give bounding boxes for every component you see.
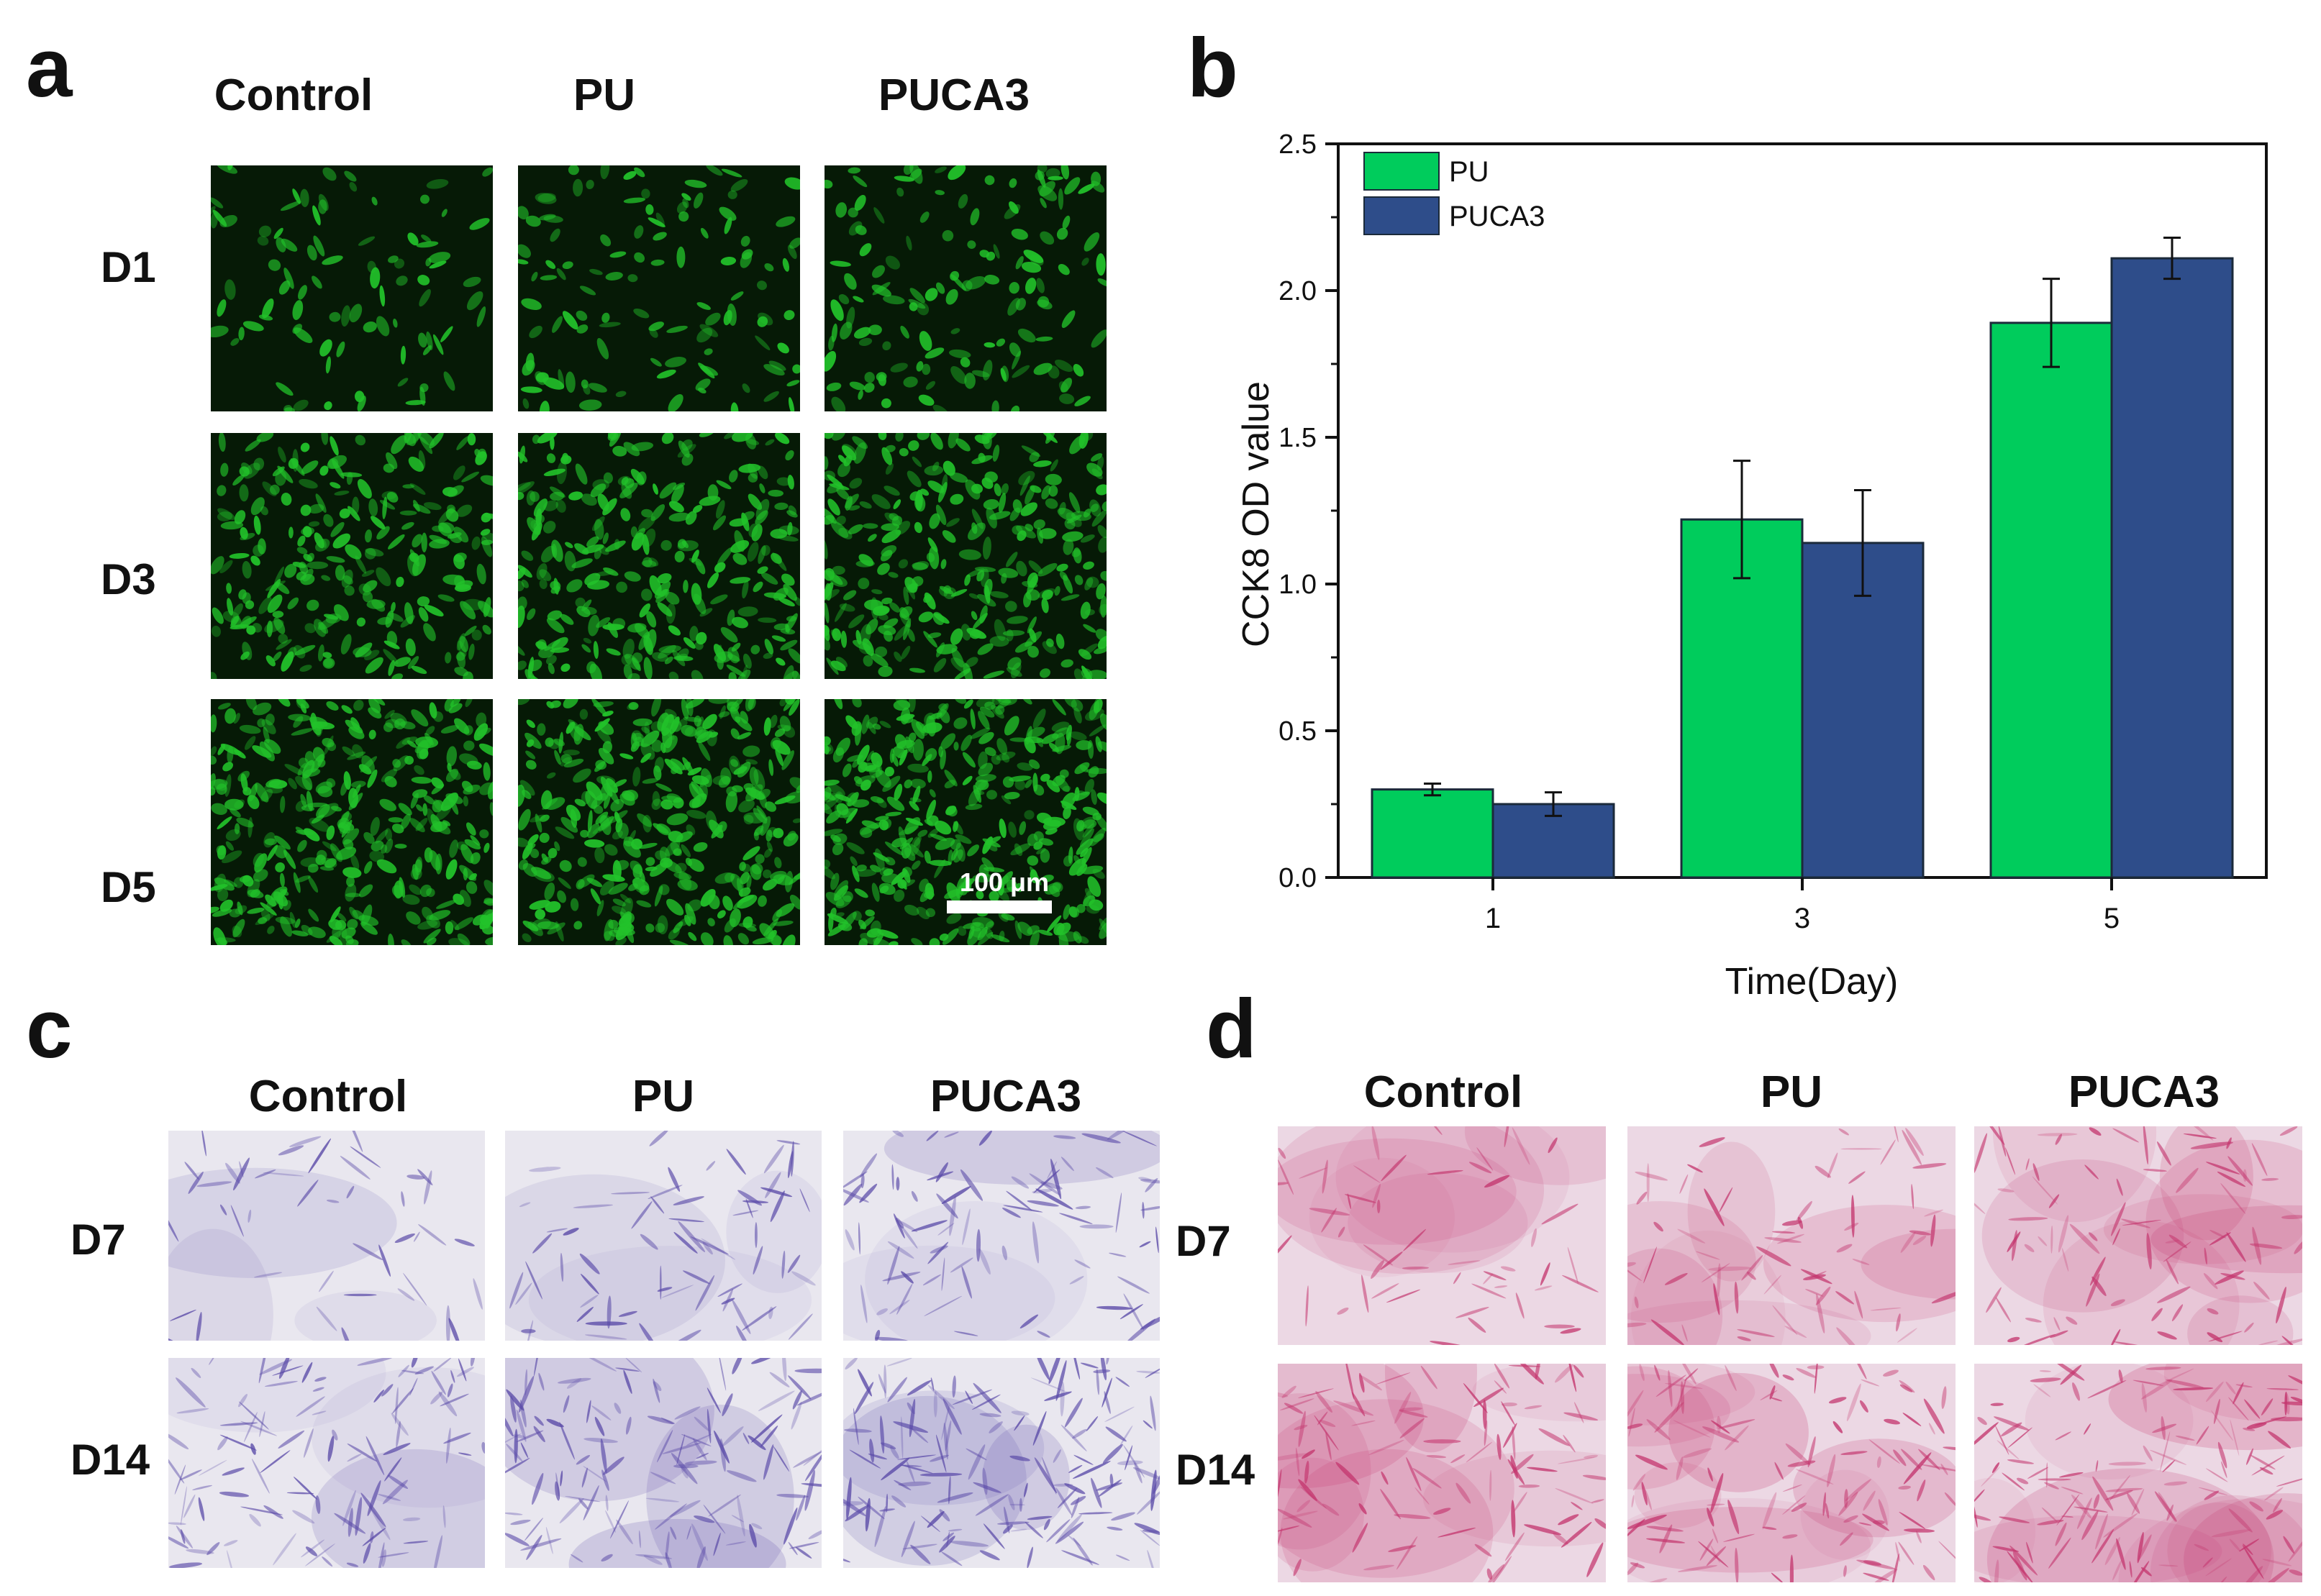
crystal-violet-image-puca3-d7 xyxy=(843,1131,1160,1341)
panel-d-column-label-puca3: PUCA3 xyxy=(2068,1067,2220,1117)
panel-d-column-label-pu: PU xyxy=(1760,1067,1823,1117)
panel-d-row-label-d14: D14 xyxy=(1176,1446,1255,1494)
panel-c-row-label-d7: D7 xyxy=(71,1216,126,1264)
scale-bar xyxy=(947,900,1052,913)
panel-a-column-label-pu: PU xyxy=(573,70,636,120)
panel-c-column-label-control: Control xyxy=(248,1072,408,1121)
crystal-violet-image-control-d14 xyxy=(168,1358,485,1568)
panel-a-column-label-puca3: PUCA3 xyxy=(878,70,1030,120)
panel-c-column-label-puca3: PUCA3 xyxy=(930,1072,1082,1121)
panel-d-row-label-d7: D7 xyxy=(1176,1217,1231,1265)
alizarin-red-image-puca3-d7 xyxy=(1974,1126,2302,1345)
bar-pu-day-1 xyxy=(1371,788,1494,879)
y-axis-title: CCK8 OD value xyxy=(1235,381,1277,647)
panel-letter-a: a xyxy=(26,21,73,114)
fluorescence-image-pu-d3 xyxy=(518,433,800,679)
fluorescence-image-pu-d1 xyxy=(518,165,800,411)
panel-c-row-label-d14: D14 xyxy=(71,1436,150,1484)
fluorescence-image-puca3-d3 xyxy=(825,433,1107,679)
scale-bar-label: 100 μm xyxy=(959,867,1050,897)
panel-letter-c: c xyxy=(26,982,73,1075)
legend-swatch-puca3 xyxy=(1363,196,1440,235)
crystal-violet-image-pu-d14 xyxy=(505,1358,822,1568)
alizarin-red-image-pu-d14 xyxy=(1627,1364,1956,1582)
cck8-bar-chart: 0.0 0.5 1.0 1.5 2.0 2.5 1 3 5 PU PUCA3 CCK8 OD va… xyxy=(1235,129,2268,1003)
crystal-violet-image-pu-d7 xyxy=(505,1131,822,1341)
fluorescence-image-puca3-d1 xyxy=(825,165,1107,411)
panel-a-row-label-d3: D3 xyxy=(101,555,156,603)
fluorescence-image-pu-d5 xyxy=(518,699,800,945)
panel-a-row-label-d5: D5 xyxy=(101,863,156,911)
legend-swatch-pu xyxy=(1363,152,1440,191)
bar-puca3-day-5 xyxy=(2110,257,2234,879)
panel-c-column-label-pu: PU xyxy=(632,1072,695,1121)
y-tick-label: 2.5 xyxy=(1278,129,1317,160)
y-tick-label: 0.5 xyxy=(1278,716,1317,747)
panel-a-column-label-control: Control xyxy=(214,70,373,120)
panel-letter-d: d xyxy=(1206,982,1257,1075)
x-tick-label: 5 xyxy=(2104,903,2120,934)
panel-letter-b: b xyxy=(1187,21,1238,114)
alizarin-red-image-pu-d7 xyxy=(1627,1126,1956,1345)
legend-label-pu: PU xyxy=(1449,156,1489,188)
panel-a-row-label-d1: D1 xyxy=(101,243,156,291)
fluorescence-image-puca3-d5 xyxy=(825,699,1107,945)
bar-pu-day-5 xyxy=(1989,322,2113,879)
alizarin-red-image-puca3-d14 xyxy=(1974,1364,2302,1582)
bar-puca3-day-3 xyxy=(1801,542,1925,879)
x-tick-label: 3 xyxy=(1794,903,1810,934)
y-tick-label: 2.0 xyxy=(1278,276,1317,306)
fluorescence-image-control-d1 xyxy=(211,165,493,411)
y-tick-label: 1.5 xyxy=(1278,423,1317,453)
crystal-violet-image-control-d7 xyxy=(168,1131,485,1341)
x-tick-label: 1 xyxy=(1485,903,1501,934)
fluorescence-image-control-d3 xyxy=(211,433,493,679)
fluorescence-image-control-d5 xyxy=(211,699,493,945)
y-tick-label: 1.0 xyxy=(1278,570,1317,600)
x-axis-title: Time(Day) xyxy=(1725,961,1899,1003)
alizarin-red-image-control-d7 xyxy=(1278,1126,1606,1345)
crystal-violet-image-puca3-d14 xyxy=(843,1358,1160,1568)
y-tick-label: 0.0 xyxy=(1278,863,1317,893)
panel-d-column-label-control: Control xyxy=(1363,1067,1523,1117)
alizarin-red-image-control-d14 xyxy=(1278,1364,1606,1582)
legend-label-puca3: PUCA3 xyxy=(1449,201,1545,232)
